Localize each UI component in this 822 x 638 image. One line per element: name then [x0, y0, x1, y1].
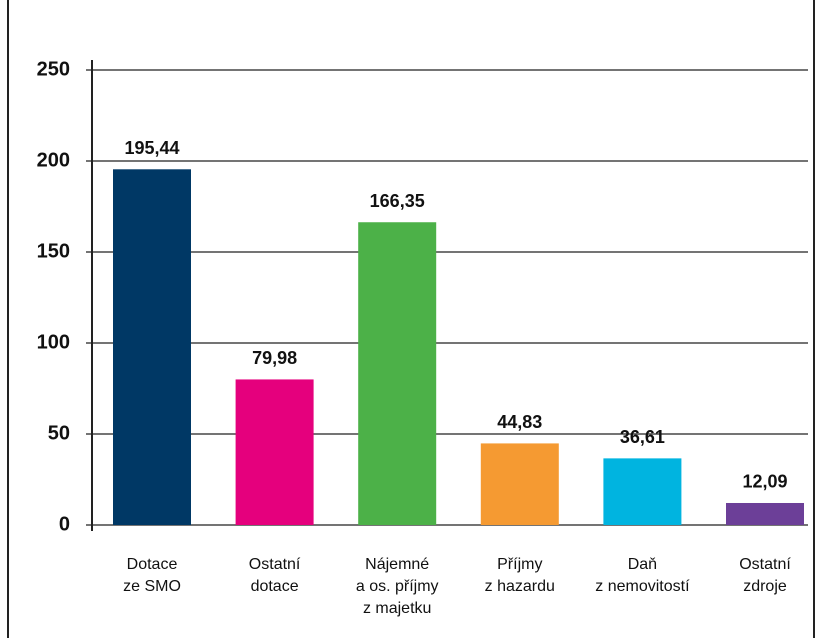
- bar: [603, 458, 682, 525]
- y-tick-label: 150: [37, 240, 70, 262]
- value-label: 195,44: [124, 138, 179, 158]
- x-tick-label: Daň z nemovitostí: [595, 556, 690, 595]
- x-tick-label: Nájemné a os. příjmy z majetku: [356, 556, 439, 617]
- x-tick-label: Ostatní dotace: [249, 556, 301, 595]
- value-label: 79,98: [252, 348, 297, 368]
- y-tick-label: 100: [37, 331, 70, 353]
- y-tick-label: 250: [37, 58, 70, 80]
- value-label: 36,61: [620, 427, 665, 447]
- x-tick-label: Ostatní zdroje: [739, 556, 791, 595]
- y-tick-label: 0: [59, 513, 70, 535]
- bar: [480, 443, 559, 525]
- value-label: 44,83: [497, 412, 542, 432]
- value-label: 166,35: [370, 191, 425, 211]
- y-tick-label: 50: [48, 422, 70, 444]
- bar: [726, 502, 804, 525]
- bar: [235, 379, 314, 525]
- x-tick-label: Příjmy z hazardu: [485, 556, 555, 595]
- x-tick-label: Dotace ze SMO: [123, 556, 181, 595]
- value-label: 12,09: [742, 472, 787, 492]
- bar: [358, 222, 437, 526]
- bar: [113, 169, 191, 525]
- y-tick-label: 200: [37, 149, 70, 171]
